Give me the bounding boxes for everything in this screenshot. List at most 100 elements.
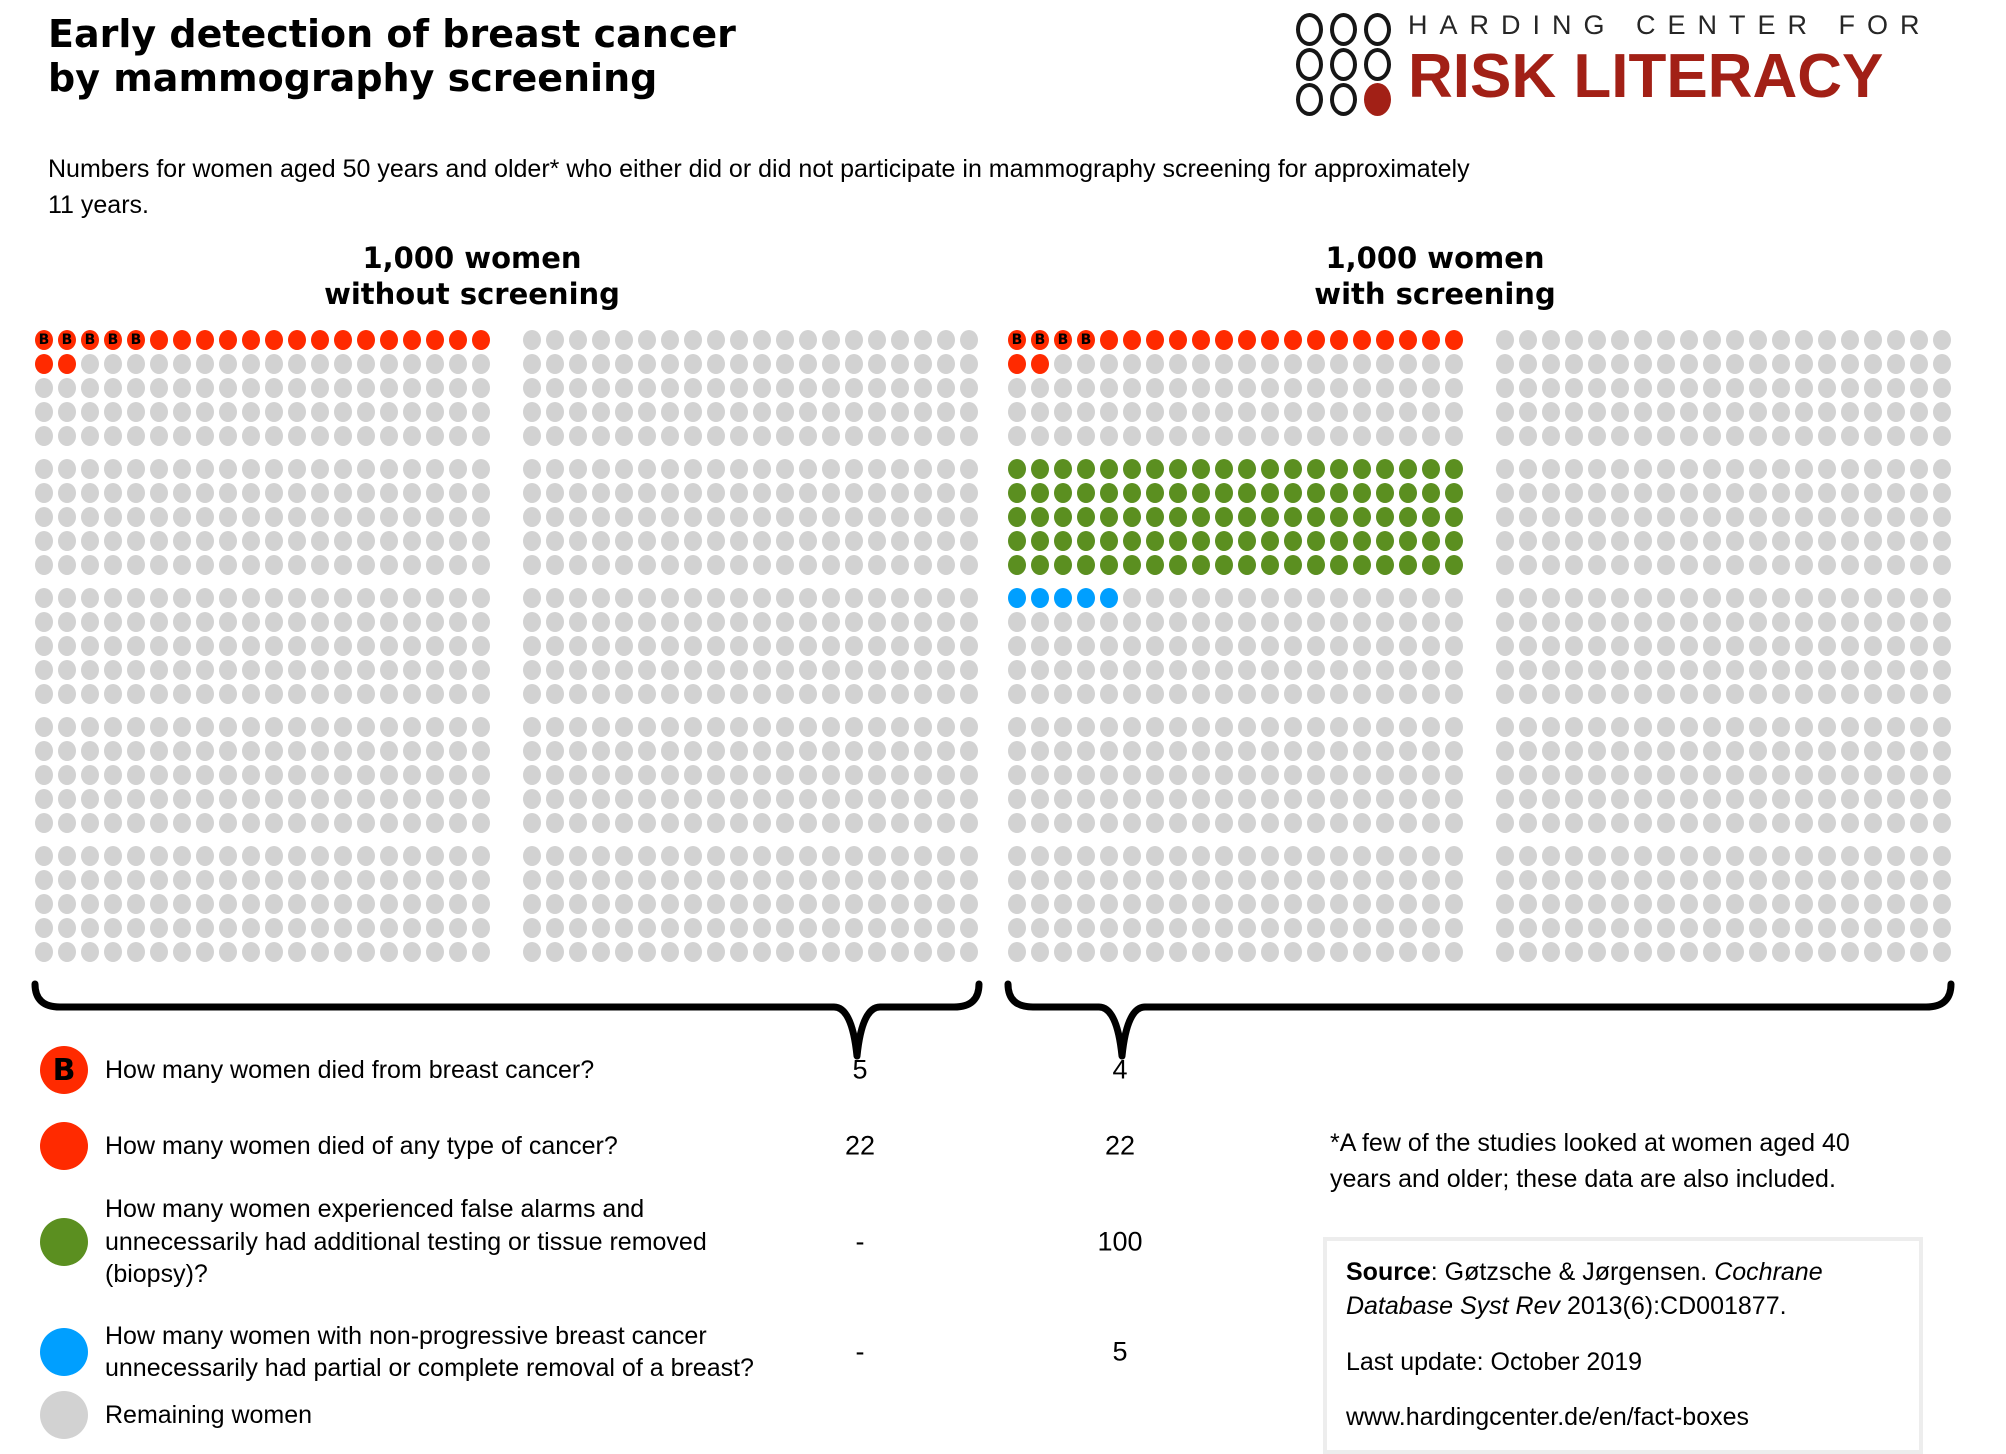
woman-dot-gray (1657, 555, 1675, 575)
dot-row (35, 459, 983, 479)
woman-dot-gray (1376, 789, 1394, 809)
woman-dot-gray (1818, 378, 1836, 398)
woman-dot-gray (242, 426, 260, 446)
woman-dot-gray (1215, 918, 1233, 938)
woman-dot-gray (1376, 918, 1394, 938)
woman-dot-gray (1169, 942, 1187, 962)
woman-dot-gray (707, 507, 725, 527)
woman-dot-gray (707, 588, 725, 608)
woman-dot-gray (35, 741, 53, 761)
dot-row (35, 636, 983, 656)
woman-dot-gray (1169, 636, 1187, 656)
woman-dot-gray (684, 789, 702, 809)
b-marker-label: B (52, 1052, 76, 1088)
woman-dot-gray (104, 612, 122, 632)
woman-dot-green (1031, 531, 1049, 551)
woman-dot-gray (638, 459, 656, 479)
woman-dot-gray (1146, 765, 1164, 785)
woman-dot-gray (1146, 660, 1164, 680)
group-header-line-2: without screening (324, 277, 620, 312)
woman-dot-gray (1703, 378, 1721, 398)
woman-dot-gray (569, 684, 587, 704)
woman-dot-gray (1772, 918, 1790, 938)
woman-dot-gray (1215, 870, 1233, 890)
woman-dot-gray (1611, 612, 1629, 632)
woman-dot-gray (730, 765, 748, 785)
woman-dot-gray (569, 378, 587, 398)
woman-dot-gray (35, 846, 53, 866)
woman-dot-gray (523, 717, 541, 737)
woman-dot-gray (1100, 789, 1118, 809)
woman-dot-gray (776, 531, 794, 551)
woman-dot-gray (265, 378, 283, 398)
woman-dot-gray (288, 402, 306, 422)
woman-dot-gray (1749, 684, 1767, 704)
woman-dot-gray (1726, 459, 1744, 479)
woman-dot-gray (1261, 741, 1279, 761)
dot-row (35, 942, 983, 962)
woman-dot-gray (1703, 555, 1721, 575)
woman-dot-gray (1422, 717, 1440, 737)
woman-dot-gray (1496, 741, 1514, 761)
woman-dot-gray (265, 918, 283, 938)
woman-dot-green (1330, 459, 1348, 479)
woman-dot-gray (1284, 894, 1302, 914)
woman-dot-gray (1031, 765, 1049, 785)
woman-dot-gray (265, 765, 283, 785)
woman-dot-gray (426, 531, 444, 551)
woman-dot-gray (357, 459, 375, 479)
woman-dot-gray (592, 354, 610, 374)
woman-dot-gray (1864, 789, 1882, 809)
woman-dot-gray (1772, 894, 1790, 914)
woman-dot-gray (426, 894, 444, 914)
woman-dot-gray (1519, 612, 1537, 632)
woman-dot-gray (1077, 684, 1095, 704)
woman-dot-gray (684, 870, 702, 890)
woman-dot-gray (1123, 426, 1141, 446)
woman-dot-gray (1169, 684, 1187, 704)
woman-dot-gray (219, 741, 237, 761)
woman-dot-gray (868, 555, 886, 575)
woman-dot-gray (1169, 789, 1187, 809)
woman-dot-gray (1031, 942, 1049, 962)
woman-dot-gray (753, 870, 771, 890)
dot-row (35, 531, 983, 551)
woman-dot-gray (1933, 942, 1951, 962)
woman-dot-gray (937, 483, 955, 503)
woman-dot-gray (661, 555, 679, 575)
woman-dot-gray (1353, 378, 1371, 398)
woman-dot-gray (1933, 531, 1951, 551)
woman-dot-gray (638, 741, 656, 761)
woman-dot-gray (1657, 330, 1675, 350)
dot-row (35, 894, 983, 914)
woman-dot-gray (1588, 894, 1606, 914)
woman-dot-gray (799, 612, 817, 632)
woman-dot-gray (58, 660, 76, 680)
woman-dot-gray (58, 555, 76, 575)
woman-dot-gray (914, 813, 932, 833)
woman-dot-green (1422, 483, 1440, 503)
woman-dot-gray (127, 612, 145, 632)
woman-dot-gray (35, 636, 53, 656)
woman-dot-gray (35, 402, 53, 422)
woman-dot-gray (1611, 813, 1629, 833)
woman-dot-gray (638, 555, 656, 575)
woman-dot-gray (822, 588, 840, 608)
woman-dot-gray (403, 765, 421, 785)
woman-dot-gray (150, 942, 168, 962)
woman-dot-gray (730, 870, 748, 890)
woman-dot-gray (242, 459, 260, 479)
woman-dot-gray (1008, 426, 1026, 446)
woman-dot-gray (868, 918, 886, 938)
woman-dot-gray (1933, 426, 1951, 446)
woman-dot-gray (1772, 588, 1790, 608)
woman-dot-gray (914, 636, 932, 656)
logo-oval-icon (1330, 48, 1357, 81)
dot-row (35, 684, 983, 704)
woman-dot-gray (380, 612, 398, 632)
woman-dot-gray (638, 846, 656, 866)
dot-row (1008, 555, 1956, 575)
woman-dot-gray (1657, 765, 1675, 785)
woman-dot-gray (472, 507, 490, 527)
woman-dot-gray (1399, 612, 1417, 632)
